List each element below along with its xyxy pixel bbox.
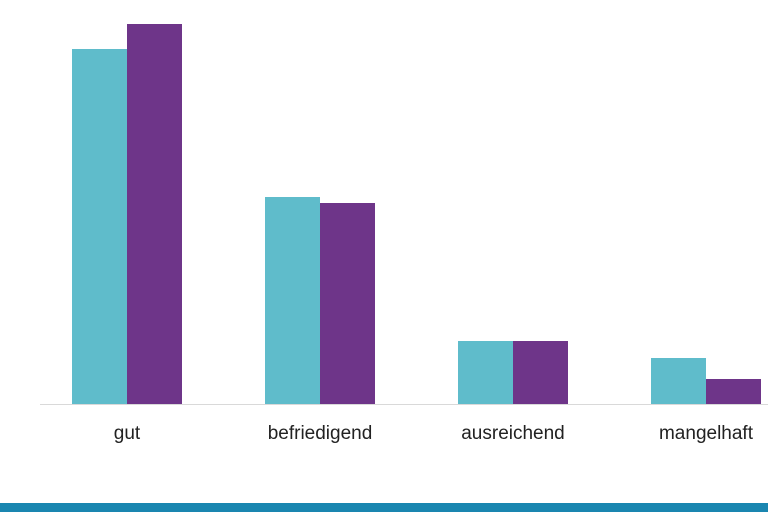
bar — [127, 24, 182, 404]
bar — [458, 341, 513, 404]
x-tick-label: mangelhaft — [659, 423, 754, 444]
x-tick-label: ausreichend — [461, 423, 565, 444]
bar — [320, 203, 375, 404]
footer-stripe — [0, 503, 768, 512]
x-tick-label: gut — [114, 423, 141, 444]
x-tick-label: befriedigend — [268, 423, 373, 444]
bar — [706, 379, 761, 404]
bar — [651, 358, 706, 404]
bar — [265, 197, 320, 404]
bar — [513, 341, 568, 404]
bar — [72, 49, 127, 404]
